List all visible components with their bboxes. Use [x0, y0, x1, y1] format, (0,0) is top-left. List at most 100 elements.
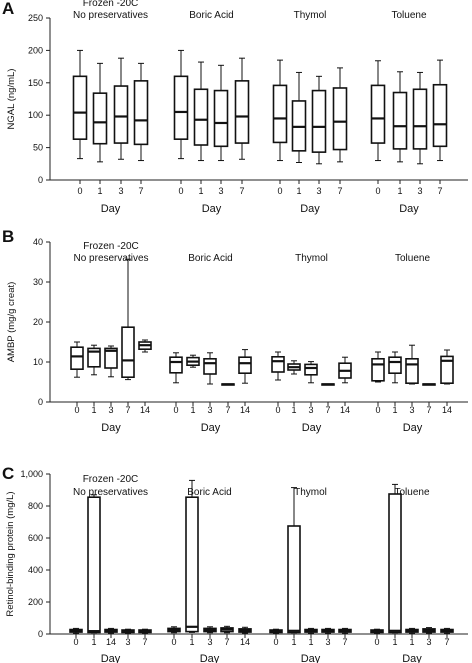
box-plot: 0 — [72, 49, 88, 196]
box-plot: 7 — [321, 383, 335, 415]
iqr-box — [113, 85, 129, 144]
y-tick-label: 30 — [33, 277, 43, 287]
x-axis-title: Day — [300, 203, 320, 215]
group-subtitle: No preservatives — [73, 10, 148, 21]
iqr-box — [87, 347, 101, 368]
x-tick-label: 0 — [277, 186, 282, 196]
box-plot: 1 — [185, 479, 199, 647]
x-tick-label: 3 — [108, 405, 113, 415]
x-tick-label: 1 — [91, 405, 96, 415]
group-2: Thymol Day 0 1 1 3 7 — [269, 487, 352, 663]
group-3: Toluene Day 0 1 3 7 14 — [371, 253, 454, 434]
box-plot: 7 — [432, 59, 448, 196]
x-tick-label: 14 — [442, 405, 452, 415]
y-tick-label: 150 — [28, 78, 43, 88]
iqr-box — [287, 525, 301, 634]
x-tick-label: 1 — [397, 186, 402, 196]
box-plot: 0 — [370, 628, 384, 647]
x-tick-label: 14 — [240, 637, 250, 647]
x-tick-label: 1 — [198, 186, 203, 196]
iqr-box — [121, 326, 135, 379]
y-tick-label: 20 — [33, 317, 43, 327]
group-3: Toluene Day 0 1 3 7 — [370, 10, 448, 215]
iqr-box — [104, 347, 118, 369]
x-tick-label: 0 — [171, 637, 176, 647]
box-plot: 3 — [203, 626, 217, 647]
group-title: Thymol — [294, 10, 327, 21]
box-plot: 14 — [238, 349, 252, 415]
y-tick-label: 1,000 — [20, 469, 43, 479]
box-plot: 0 — [371, 351, 385, 415]
iqr-box — [185, 496, 199, 633]
box-plot: 3 — [422, 627, 436, 647]
box-plot: 1 — [392, 71, 408, 196]
iqr-box — [92, 92, 108, 145]
y-axis-title: AMBP (mg/g creat) — [6, 282, 17, 363]
iqr-box — [133, 80, 149, 146]
box-plot: 3 — [304, 361, 318, 415]
y-axis-title: Retinol-binding protein (mg/L) — [5, 491, 16, 616]
box-plot: 1 — [388, 483, 402, 647]
box-plot: 1 — [388, 351, 402, 415]
group-title: Boric Acid — [188, 253, 232, 264]
iqr-box — [173, 75, 189, 140]
box-plot: 3 — [321, 627, 335, 647]
group-title: Toluene — [395, 253, 430, 264]
x-axis-title: Day — [301, 653, 321, 663]
iqr-box — [203, 357, 217, 375]
x-tick-label: 0 — [173, 405, 178, 415]
y-axis-title: NGAL (ng/mL) — [6, 69, 17, 130]
iqr-box — [304, 363, 318, 376]
x-tick-label: 7 — [337, 186, 342, 196]
iqr-box — [332, 87, 348, 151]
x-tick-label: 14 — [106, 637, 116, 647]
x-tick-label: 14 — [240, 405, 250, 415]
x-tick-label: 0 — [77, 186, 82, 196]
y-tick-label: 0 — [38, 175, 43, 185]
x-tick-label: 7 — [224, 637, 229, 647]
y-tick-label: 40 — [33, 237, 43, 247]
group-2: Thymol Day 0 1 3 7 — [272, 10, 348, 215]
x-tick-label: 14 — [340, 405, 350, 415]
x-tick-label: 0 — [375, 405, 380, 415]
iqr-box — [392, 91, 408, 150]
box-plot: 3 — [121, 628, 135, 647]
y-tick-label: 200 — [28, 597, 43, 607]
group-title: Boric Acid — [187, 487, 231, 498]
x-tick-label: 3 — [308, 405, 313, 415]
group-subtitle: No preservatives — [73, 253, 148, 264]
group-title: Thymol — [294, 487, 327, 498]
box-plot: 1 — [405, 627, 419, 647]
x-tick-label: 3 — [125, 637, 130, 647]
x-tick-label: 0 — [273, 637, 278, 647]
box-plot: 0 — [272, 59, 288, 196]
y-tick-label: 600 — [28, 533, 43, 543]
box-plot: 3 — [311, 75, 327, 196]
x-tick-label: 1 — [291, 637, 296, 647]
x-tick-label: 1 — [189, 637, 194, 647]
x-tick-label: 3 — [207, 637, 212, 647]
box-plot: 0 — [269, 628, 283, 647]
y-tick-label: 50 — [33, 143, 43, 153]
box-plot: 7 — [121, 258, 135, 415]
x-tick-label: 3 — [417, 186, 422, 196]
box-plot: 1 — [92, 62, 108, 196]
x-tick-label: 1 — [409, 637, 414, 647]
group-title: Frozen -20C — [83, 474, 139, 485]
x-axis-title: Day — [201, 422, 221, 434]
x-tick-label: 7 — [239, 186, 244, 196]
x-tick-label: 7 — [142, 637, 147, 647]
x-axis-title: Day — [101, 203, 121, 215]
x-tick-label: 7 — [342, 637, 347, 647]
box-plot: 7 — [234, 57, 250, 196]
x-tick-label: 7 — [437, 186, 442, 196]
box-plot: 7 — [422, 383, 436, 415]
box-plot: 1 — [287, 487, 301, 647]
x-axis-title: Day — [403, 422, 423, 434]
box-plot: 14 — [238, 626, 252, 647]
box-plot: 0 — [173, 49, 189, 196]
x-axis-title: Day — [202, 203, 222, 215]
group-subtitle: No preservatives — [73, 487, 148, 498]
x-tick-label: 1 — [190, 405, 195, 415]
panel-label: B — [2, 227, 14, 246]
